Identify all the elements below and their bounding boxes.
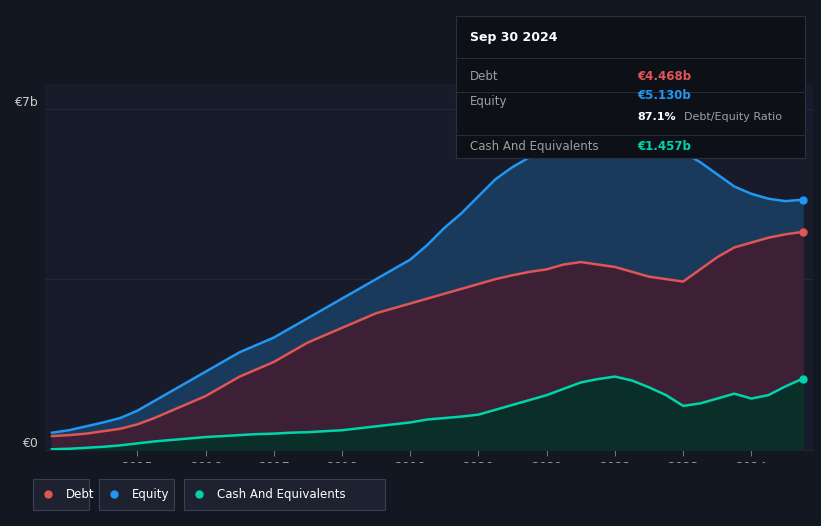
Text: Sep 30 2024: Sep 30 2024 <box>470 31 557 44</box>
FancyBboxPatch shape <box>33 479 89 510</box>
Text: Debt: Debt <box>66 488 94 501</box>
Text: Debt: Debt <box>470 69 498 83</box>
FancyBboxPatch shape <box>184 479 385 510</box>
Text: Equity: Equity <box>470 95 507 108</box>
Text: Debt/Equity Ratio: Debt/Equity Ratio <box>684 113 782 123</box>
Text: Cash And Equivalents: Cash And Equivalents <box>470 140 599 153</box>
Text: Cash And Equivalents: Cash And Equivalents <box>217 488 346 501</box>
Text: 87.1%: 87.1% <box>637 113 676 123</box>
Text: €7b: €7b <box>14 96 38 108</box>
Text: €1.457b: €1.457b <box>637 140 691 153</box>
Text: €4.468b: €4.468b <box>637 69 691 83</box>
FancyBboxPatch shape <box>99 479 174 510</box>
Text: €0: €0 <box>21 437 38 450</box>
Text: €5.130b: €5.130b <box>637 89 690 102</box>
Text: Equity: Equity <box>132 488 170 501</box>
